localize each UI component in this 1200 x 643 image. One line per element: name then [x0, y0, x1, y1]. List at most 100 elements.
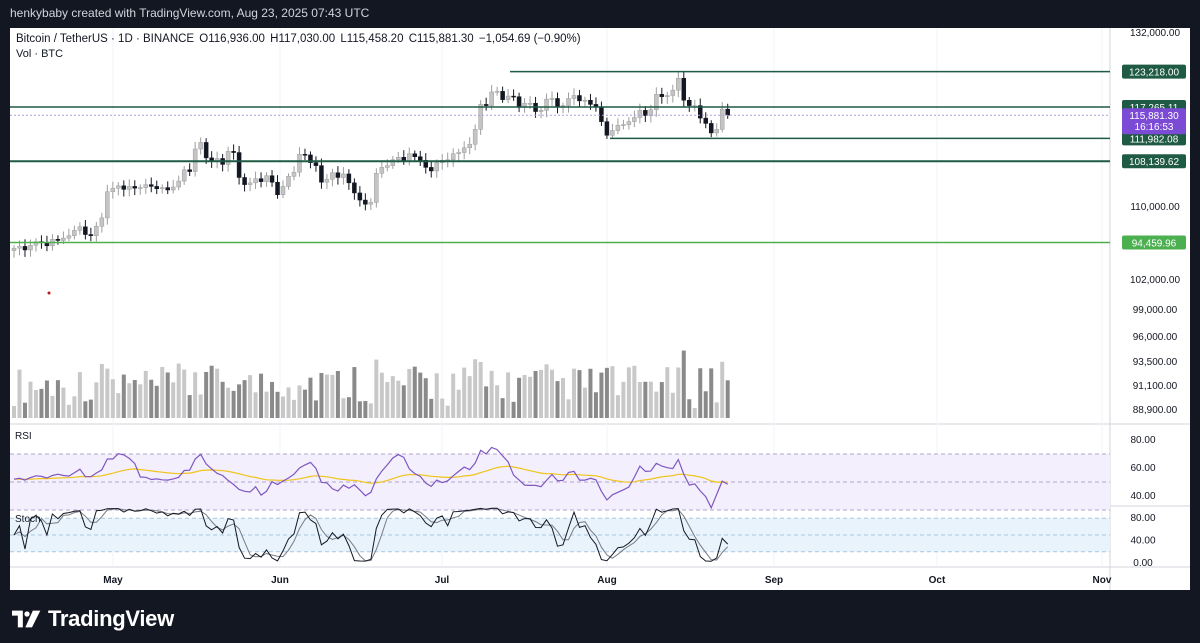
chart-frame[interactable]: MayJunJulAugSepOctNov132,000.00127,000.0… — [10, 28, 1190, 590]
chart-canvas[interactable]: MayJunJulAugSepOctNov132,000.00127,000.0… — [10, 28, 1190, 590]
price-level-tag — [1122, 64, 1186, 79]
volume-bar — [176, 363, 181, 418]
volume-bar — [12, 406, 16, 418]
volume-bar — [676, 367, 681, 418]
volume-bar — [720, 361, 725, 418]
volume-bar — [270, 381, 275, 418]
price-axis-tick: 99,000.00 — [1133, 305, 1178, 316]
candle-body — [149, 184, 154, 187]
candle-body — [368, 202, 374, 205]
candle-body — [549, 98, 555, 100]
volume-bar — [484, 386, 489, 418]
volume-bar — [77, 372, 82, 418]
candle-body — [621, 124, 626, 126]
volume-bar — [659, 382, 664, 418]
candle-body — [72, 230, 77, 236]
legend-high: H117,030.00 — [270, 33, 336, 45]
candle-body — [599, 106, 604, 122]
candle-body — [450, 153, 456, 160]
volume-bar — [654, 391, 659, 418]
volume-bar — [132, 380, 137, 418]
candle-body — [280, 186, 286, 195]
candle-body — [121, 185, 127, 190]
candle-body — [352, 182, 357, 194]
candle-body — [346, 173, 352, 184]
candle-body — [203, 142, 209, 159]
candle-body — [461, 147, 467, 153]
volume-bar — [215, 368, 220, 418]
candle-body — [159, 187, 165, 190]
price-axis-tick: 110,000.00 — [1130, 202, 1180, 213]
volume-bar — [171, 382, 176, 418]
volume-bar — [698, 368, 703, 418]
candle-body — [687, 100, 692, 106]
candle-body — [127, 186, 132, 190]
rsi-axis-tick: 40.00 — [1130, 491, 1155, 502]
candle-body — [500, 91, 505, 100]
volume-bar — [692, 407, 697, 418]
candle-body — [665, 95, 670, 97]
candle-body — [577, 95, 582, 102]
candle-body — [374, 173, 379, 203]
volume-bar — [204, 371, 209, 418]
legend-change: −1,054.69 (−0.90%) — [478, 33, 581, 45]
candle-body — [77, 226, 83, 231]
volume-bar — [220, 381, 225, 418]
candle-body — [363, 199, 368, 205]
volume-bar — [632, 365, 637, 418]
x-axis-label: May — [103, 575, 123, 586]
legend-symbol[interactable]: Bitcoin / TetherUS · 1D · BINANCE — [16, 33, 195, 45]
candle-body — [494, 91, 500, 93]
volume-bar — [313, 400, 318, 418]
candle-body — [110, 187, 116, 193]
volume-bar — [66, 404, 71, 418]
price-axis-tick: 132,000.00 — [1130, 28, 1180, 39]
volume-bar — [253, 392, 258, 418]
volume-bar — [506, 372, 511, 418]
volume-bar — [319, 372, 324, 418]
volume-bar — [346, 397, 351, 418]
candle-body — [181, 169, 187, 182]
candle-body — [236, 152, 242, 178]
stoch-axis-tick: 0.00 — [1133, 558, 1153, 569]
candle-body — [396, 157, 401, 160]
candle-body — [88, 234, 94, 236]
price-axis-tick: 102,000.00 — [1130, 275, 1180, 286]
volume-bar — [341, 398, 346, 418]
volume-bar — [434, 373, 439, 418]
candle-body — [341, 173, 346, 178]
candle-body — [604, 121, 610, 136]
volume-bar — [665, 367, 670, 418]
volume-bar — [418, 372, 423, 418]
volume-bar — [528, 376, 533, 418]
volume-bar — [61, 387, 66, 418]
rsi-label: RSI — [15, 431, 32, 442]
volume-bar — [17, 369, 22, 418]
volume-bar — [352, 367, 357, 418]
stoch-k-line — [13, 507, 729, 562]
volume-bar — [390, 376, 395, 418]
candle-body — [456, 152, 461, 154]
volume-bar — [237, 384, 242, 418]
candle-body — [418, 156, 423, 161]
marker-dot — [47, 291, 51, 295]
volume-bar — [462, 367, 467, 418]
volume-bar — [324, 374, 329, 418]
volume-bar — [209, 365, 214, 418]
volume-bar — [709, 368, 714, 418]
candle-body — [225, 151, 231, 165]
volume-bar — [335, 370, 340, 418]
volume-bar — [670, 392, 675, 418]
candle-body — [357, 192, 363, 201]
volume-bar — [401, 385, 406, 418]
volume-bar — [681, 350, 686, 418]
volume-bar — [28, 381, 33, 418]
volume-bar — [297, 385, 302, 418]
legend-low: L115,458.20 — [340, 33, 404, 45]
x-axis-label: Oct — [929, 575, 946, 586]
volume-bar — [116, 393, 121, 418]
legend-volume[interactable]: Vol · BTC — [16, 48, 64, 60]
candle-body — [176, 180, 181, 188]
candle-body — [55, 239, 61, 241]
x-axis-label: Jun — [271, 575, 289, 586]
